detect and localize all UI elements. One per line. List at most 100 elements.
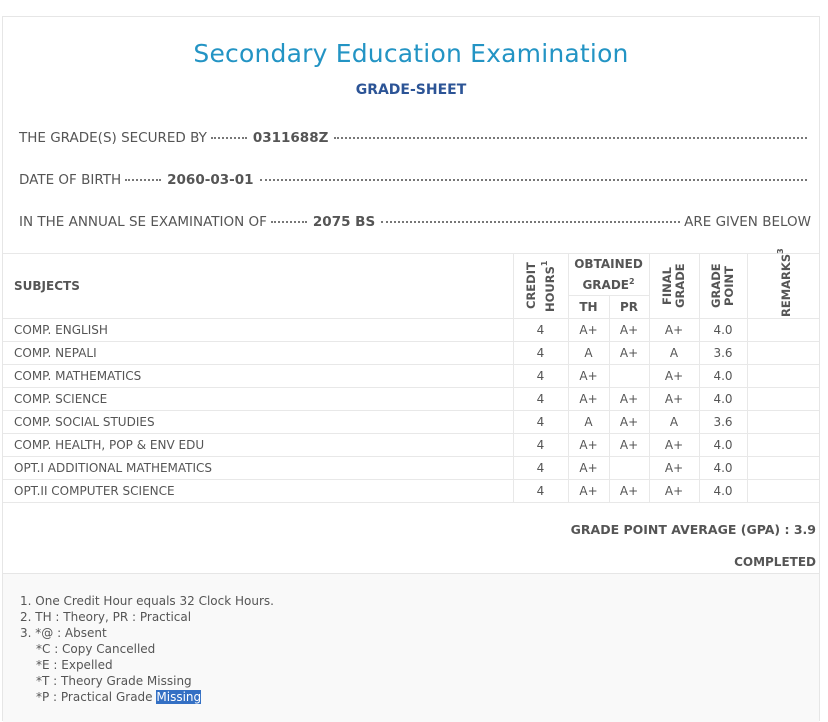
grade-pr <box>608 456 650 480</box>
grade-row: COMP. ENGLISH 4 A+ A+ A+ 4.0 <box>3 318 820 342</box>
grade-point: 4.0 <box>698 364 748 388</box>
credit-hours: 4 <box>512 387 569 411</box>
info-line: THE GRADE(S) SECURED BY 0311688Z <box>19 130 811 146</box>
gpa-label: GRADE POINT AVERAGE (GPA) : <box>570 522 790 537</box>
info-line: DATE OF BIRTH 2060-03-01 <box>19 172 811 188</box>
grade-th: A+ <box>567 456 610 480</box>
gpa: GRADE POINT AVERAGE (GPA) : 3.9 <box>571 522 816 537</box>
grade-pr: A+ <box>608 318 650 342</box>
header-obtained: OBTAINED GRADE2 <box>567 253 650 296</box>
grade-sheet: Secondary Education Examination GRADE-SH… <box>2 16 820 722</box>
notes: 1. One Credit Hour equals 32 Clock Hours… <box>3 573 819 722</box>
final-grade: A+ <box>648 433 700 457</box>
header-th: TH <box>568 295 610 319</box>
sub-notes: *C : Copy Cancelled *E : Expelled *T : The… <box>20 641 819 705</box>
header-point-text: GRADE POINT <box>709 263 737 309</box>
remarks <box>746 364 820 388</box>
grade-pr: A+ <box>608 341 650 365</box>
grade-row: COMP. NEPALI 4 A A+ A 3.6 <box>3 341 820 365</box>
title: Secondary Education Examination <box>193 39 629 68</box>
header-subjects: SUBJECTS <box>3 253 514 319</box>
subject: COMP. SCIENCE <box>3 387 514 411</box>
info-label: IN THE ANNUAL SE EXAMINATION OF <box>19 214 267 230</box>
subject: OPT.I ADDITIONAL MATHEMATICS <box>3 456 514 480</box>
info-value: 2075 BS <box>312 214 376 230</box>
subject: COMP. ENGLISH <box>3 318 514 342</box>
info-label: THE GRADE(S) SECURED BY <box>19 130 207 146</box>
subject: COMP. HEALTH, POP & ENV EDU <box>3 433 514 457</box>
final-grade: A+ <box>648 387 700 411</box>
remarks <box>746 479 820 503</box>
info-label: DATE OF BIRTH <box>19 172 122 188</box>
final-grade: A+ <box>648 456 700 480</box>
leader <box>210 137 247 139</box>
note-text: *C : Copy Cancelled <box>36 642 156 656</box>
header-remarks: REMARKS3 <box>746 248 820 319</box>
grade-pr: A+ <box>608 479 650 503</box>
header-final: FINAL GRADE <box>648 253 700 319</box>
grade-row: COMP. MATHEMATICS 4 A+ A+ 4.0 <box>3 364 820 388</box>
grade-point: 4.0 <box>698 387 748 411</box>
grade-row: COMP. SOCIAL STUDIES 4 A A+ A 3.6 <box>3 410 820 434</box>
subject: COMP. MATHEMATICS <box>3 364 514 388</box>
info-value: 0311688Z <box>252 130 329 146</box>
remarks <box>746 456 820 480</box>
note-text: *E : Expelled <box>36 658 113 672</box>
header-remarks-text: REMARKS <box>778 253 793 317</box>
note-text: *P : Practical Grade <box>36 690 153 704</box>
remarks <box>746 410 820 434</box>
grade-th: A+ <box>567 318 610 342</box>
grade-th: A+ <box>567 387 610 411</box>
subtitle: GRADE-SHEET <box>355 82 467 98</box>
note-text: *T : Theory Grade Missing <box>36 674 192 688</box>
leader <box>381 221 681 223</box>
sub-note: *T : Theory Grade Missing <box>36 673 819 689</box>
final-grade: A <box>648 341 700 365</box>
subject: COMP. SOCIAL STUDIES <box>3 410 514 434</box>
grade-th: A <box>567 341 610 365</box>
leader <box>259 179 807 181</box>
leader <box>125 179 162 181</box>
credit-hours: 4 <box>512 410 569 434</box>
grade-th: A+ <box>567 364 610 388</box>
header-final-text: FINAL GRADE <box>660 263 688 309</box>
final-grade: A+ <box>648 364 700 388</box>
final-grade: A+ <box>648 318 700 342</box>
sub-note: *E : Expelled <box>36 657 819 673</box>
note-list: 1. One Credit Hour equals 32 Clock Hours… <box>3 574 819 705</box>
grade-row: OPT.I ADDITIONAL MATHEMATICS 4 A+ A+ 4.0 <box>3 456 820 480</box>
note: 3. *@ : Absent *C : Copy Cancelled *E : Ex… <box>20 625 819 705</box>
leader <box>270 221 307 223</box>
note-ref: 2 <box>628 277 635 286</box>
selected-text: Missing <box>156 690 202 704</box>
info-suffix: ARE GIVEN BELOW <box>684 214 811 230</box>
grade-table: SUBJECTS CREDIT HOURS1 OBTAINED GRADE2 F… <box>3 248 820 503</box>
subject: OPT.II COMPUTER SCIENCE <box>3 479 514 503</box>
grade-point: 4.0 <box>698 456 748 480</box>
header-obtained-text: OBTAINED GRADE <box>574 257 643 292</box>
status: COMPLETED <box>734 555 816 569</box>
grade-point: 4.0 <box>698 479 748 503</box>
note: 1. One Credit Hour equals 32 Clock Hours… <box>20 594 274 608</box>
grade-row: COMP. SCIENCE 4 A+ A+ A+ 4.0 <box>3 387 820 411</box>
info-line: IN THE ANNUAL SE EXAMINATION OF 2075 BS AR… <box>19 214 811 230</box>
header-point: GRADE POINT <box>698 253 748 319</box>
gpa-value: 3.9 <box>793 522 816 537</box>
note: 2. TH : Theory, PR : Practical <box>20 610 192 624</box>
sub-note: *P : Practical Grade Missing <box>36 689 819 705</box>
grade-row: COMP. HEALTH, POP & ENV EDU 4 A+ A+ A+ 4.0 <box>3 433 820 457</box>
grade-point: 3.6 <box>698 341 748 365</box>
remarks <box>746 433 820 457</box>
credit-hours: 4 <box>512 318 569 342</box>
header-credit-text: CREDIT HOURS <box>523 262 557 312</box>
grade-th: A+ <box>567 433 610 457</box>
grade-pr: A+ <box>608 387 650 411</box>
credit-hours: 4 <box>512 456 569 480</box>
header-pr: PR <box>608 295 650 319</box>
remarks <box>746 318 820 342</box>
grade-pr <box>608 364 650 388</box>
note-ref: 3 <box>775 248 785 254</box>
credit-hours: 4 <box>512 479 569 503</box>
final-grade: A <box>648 410 700 434</box>
sub-note: *C : Copy Cancelled <box>36 641 819 657</box>
